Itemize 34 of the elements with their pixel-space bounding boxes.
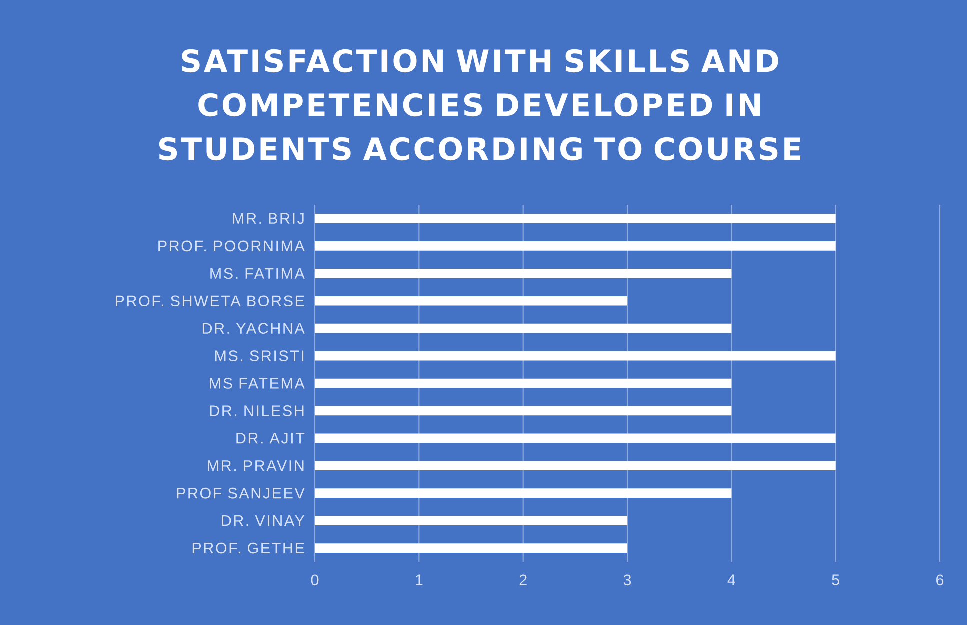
bar	[315, 351, 836, 361]
chart-title: SATISFACTION WITH SKILLS AND COMPETENCIES DEVELOPED IN STUDENTS ACCORDING TO COURSE	[159, 49, 800, 161]
bar	[315, 406, 732, 416]
x-tick-label: 1	[416, 574, 423, 586]
bar	[315, 268, 732, 278]
y-tick-label: PROF. SHWETA BORSE	[116, 296, 304, 307]
x-tick-label: 0	[311, 574, 319, 586]
x-tick-label: 5	[832, 574, 840, 586]
bar	[315, 516, 628, 526]
bar	[315, 461, 836, 471]
y-tick-label: MR. BRIJ	[233, 213, 304, 224]
x-tick-label: 4	[728, 574, 736, 586]
bar	[315, 544, 628, 553]
y-tick-label: DR. VINAY	[222, 516, 305, 526]
x-tick-label: 6	[936, 574, 944, 586]
bar	[315, 242, 836, 251]
y-tick-label: MS FATEMA	[210, 378, 305, 389]
y-tick-label: DR. YACHNA	[202, 323, 305, 334]
y-tick-label: MR. PRAVIN	[208, 460, 304, 472]
y-tick-label: DR. AJIT	[236, 433, 305, 444]
y-tick-label: PROF SANJEEV	[177, 488, 305, 499]
bar	[315, 378, 732, 388]
y-tick-label: PROF. GETHE	[192, 542, 304, 554]
bar	[315, 296, 628, 306]
y-tick-label: DR. NILESH	[210, 406, 304, 416]
x-tick-label: 2	[520, 574, 527, 586]
bar	[315, 214, 836, 224]
bar	[315, 488, 732, 498]
y-tick-label: MS. SRISTI	[215, 350, 304, 362]
x-tick-label: 3	[624, 574, 632, 586]
y-tick-label: PROF. POORNIMA	[158, 240, 305, 252]
y-tick-label: MS. FATIMA	[210, 268, 305, 280]
bar	[315, 434, 836, 444]
bar	[315, 324, 732, 334]
